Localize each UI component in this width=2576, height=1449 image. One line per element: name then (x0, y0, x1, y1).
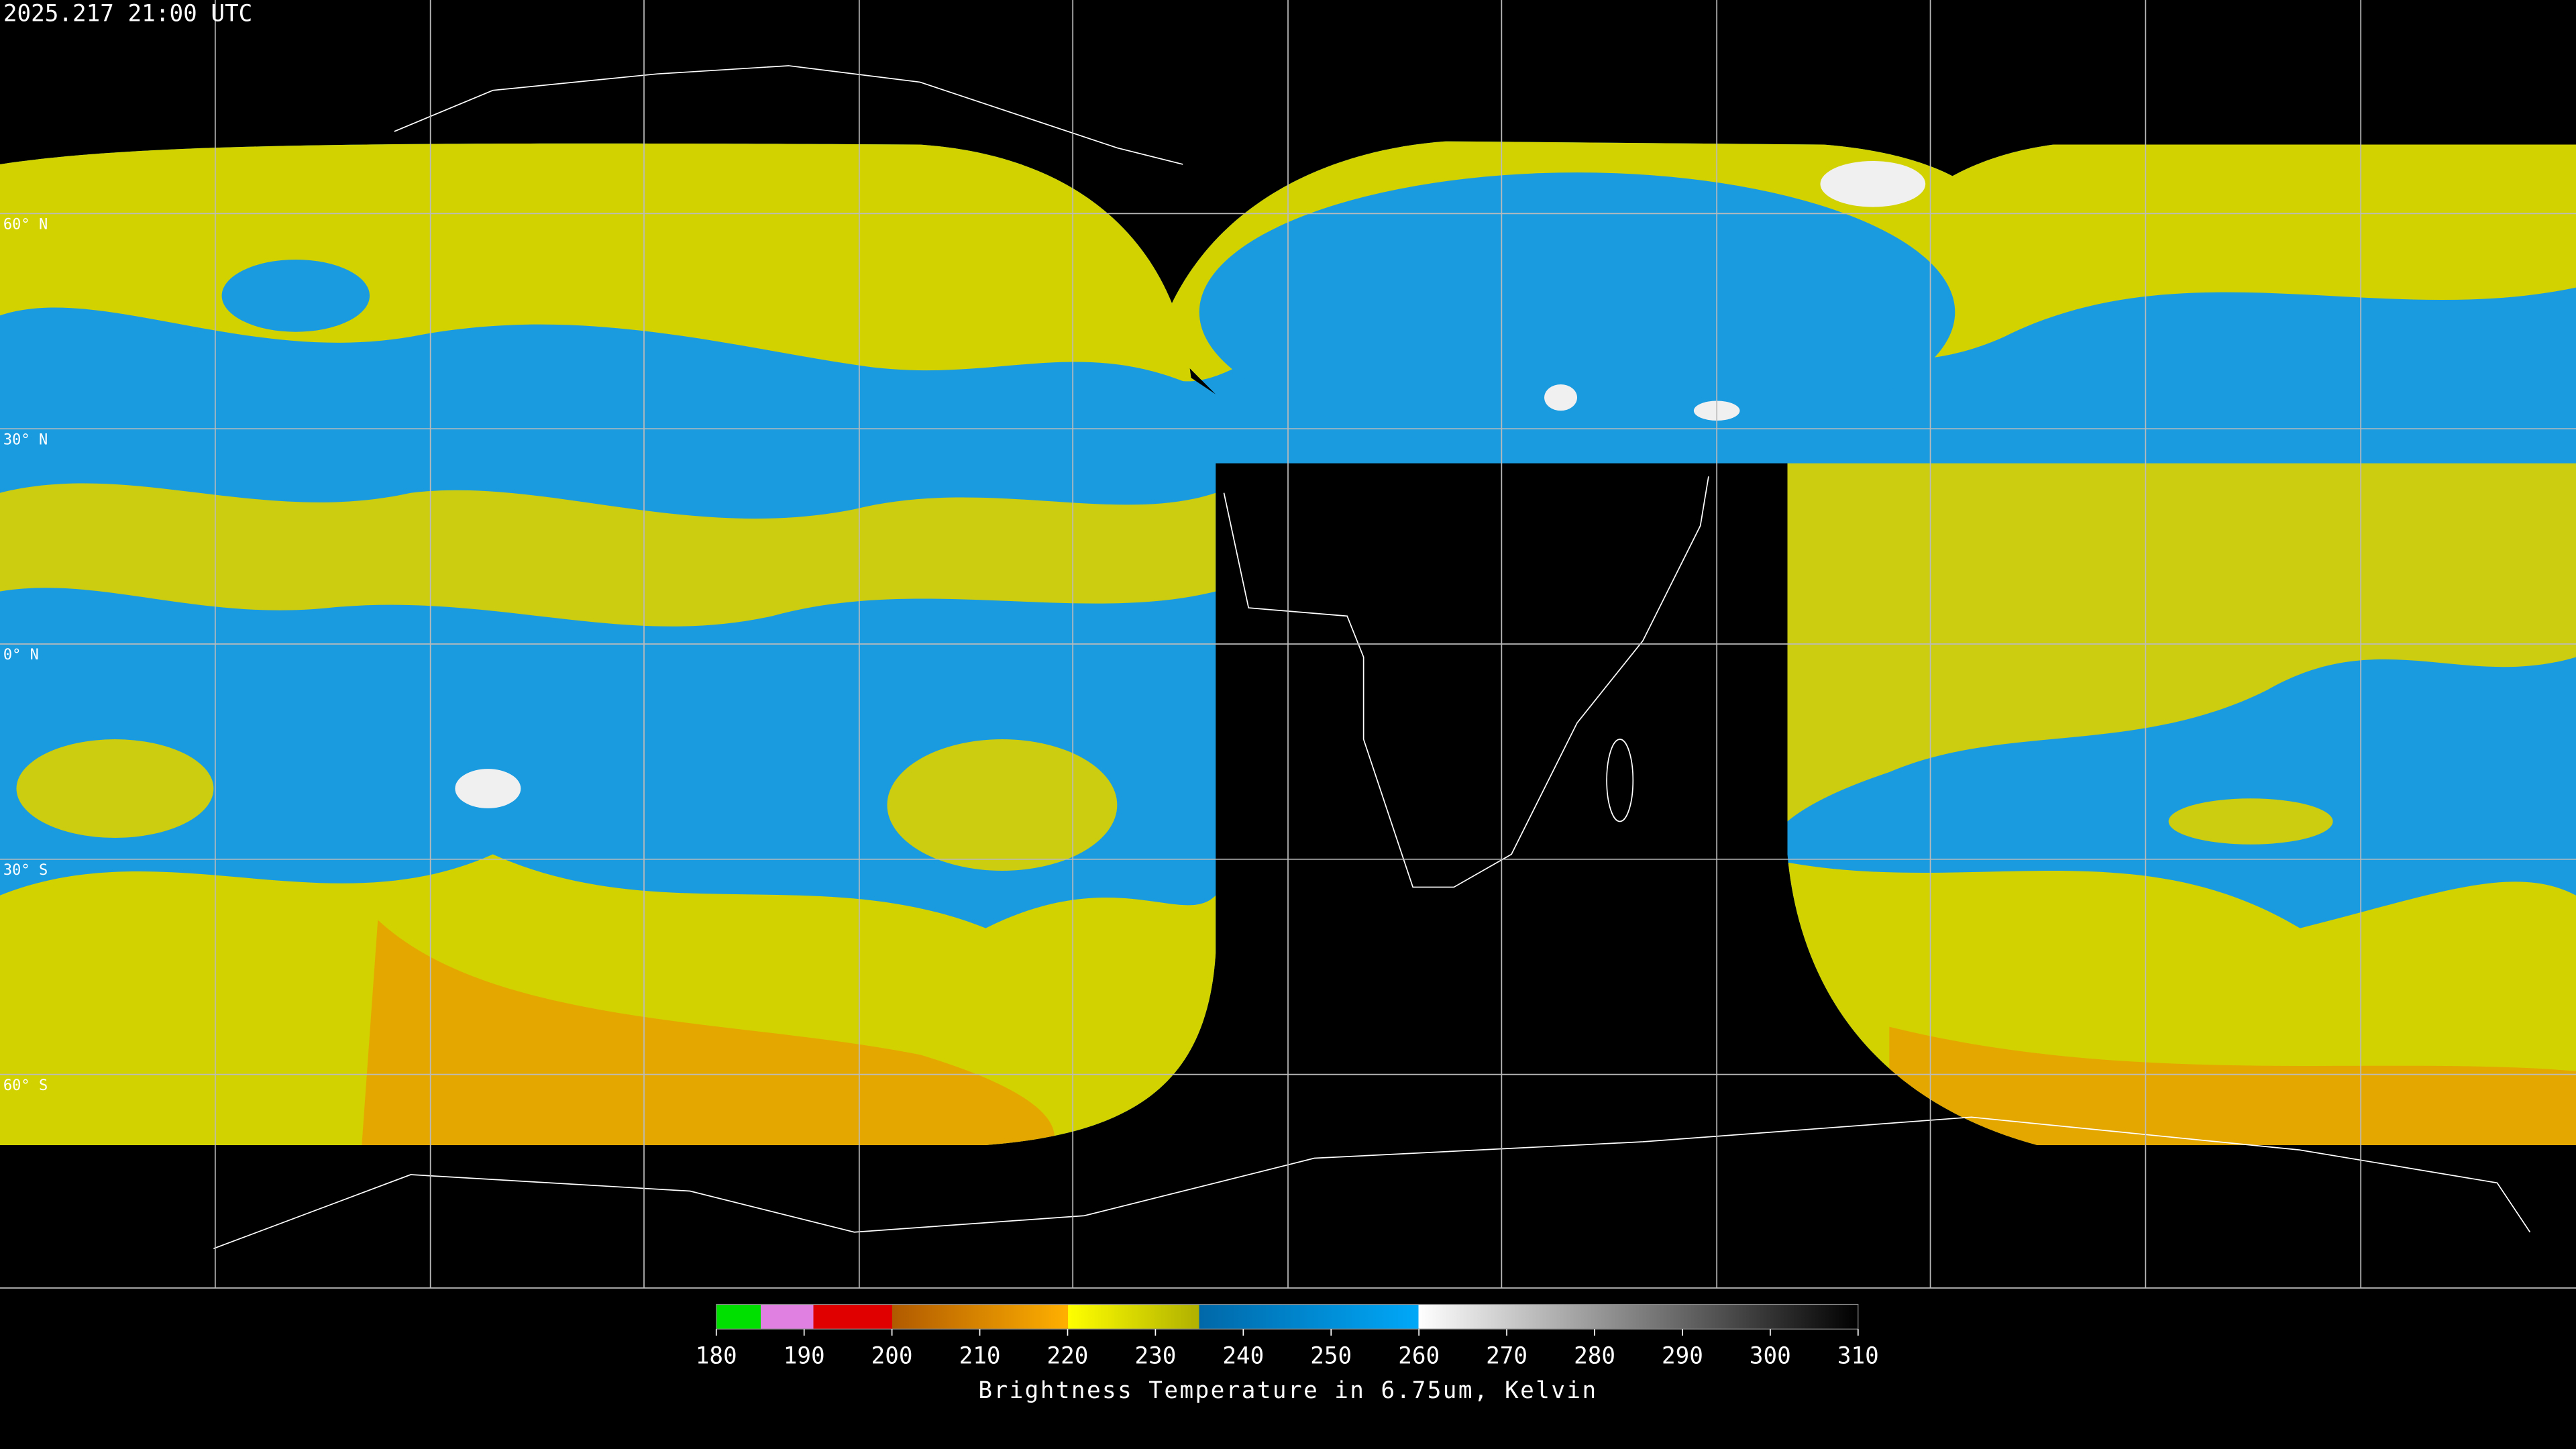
cold-dry-area (1889, 1026, 2576, 1145)
timestamp: 2025.217 21:00 UTC (3, 1, 252, 28)
cold-top (1544, 384, 1578, 411)
graticule (0, 0, 2576, 1289)
coastline (213, 1116, 2531, 1250)
colorbar-tick-label: 210 (959, 1342, 1001, 1369)
moist-area (221, 259, 370, 332)
colorbar-tick-label: 220 (1047, 1342, 1089, 1369)
colorbar-tick-label: 200 (871, 1342, 913, 1369)
colorbar-tick-label: 310 (1837, 1342, 1879, 1369)
dry-area (1787, 463, 2576, 822)
colorbar-tick-label: 190 (784, 1342, 825, 1369)
colorbar-tick-label: 260 (1398, 1342, 1440, 1369)
dry-area (0, 483, 1216, 627)
cold-top (1820, 161, 1926, 207)
dry-area (2168, 798, 2333, 845)
colorbar-title: Brightness Temperature in 6.75um, Kelvin (978, 1377, 1597, 1404)
lat-label: 30° N (3, 431, 48, 448)
lat-label: 0° N (3, 647, 39, 663)
lat-label: 60° N (3, 217, 48, 233)
colorbar-tick-label: 250 (1310, 1342, 1352, 1369)
colorbar (716, 1303, 1859, 1330)
lat-label: 60° S (3, 1077, 48, 1094)
colorbar-tick-label: 300 (1750, 1342, 1791, 1369)
colorbar-tick-label: 240 (1222, 1342, 1264, 1369)
cold-dry-area (361, 920, 1055, 1145)
colorbar-tick-label: 280 (1574, 1342, 1615, 1369)
dry-area (887, 739, 1118, 871)
colorbar-tick-label: 180 (696, 1342, 737, 1369)
coastline (1223, 476, 1709, 888)
dry-area (16, 739, 214, 838)
colorbar-tick-label: 270 (1486, 1342, 1527, 1369)
colorbar-tick-label: 230 (1134, 1342, 1176, 1369)
coastlines (213, 65, 2531, 1250)
cold-top (455, 769, 521, 808)
coastline (1606, 739, 1634, 822)
colorbar-tick-label: 290 (1662, 1342, 1703, 1369)
moist-area (1199, 172, 1955, 452)
lat-label: 30° S (3, 862, 48, 879)
coastline (394, 65, 1183, 165)
